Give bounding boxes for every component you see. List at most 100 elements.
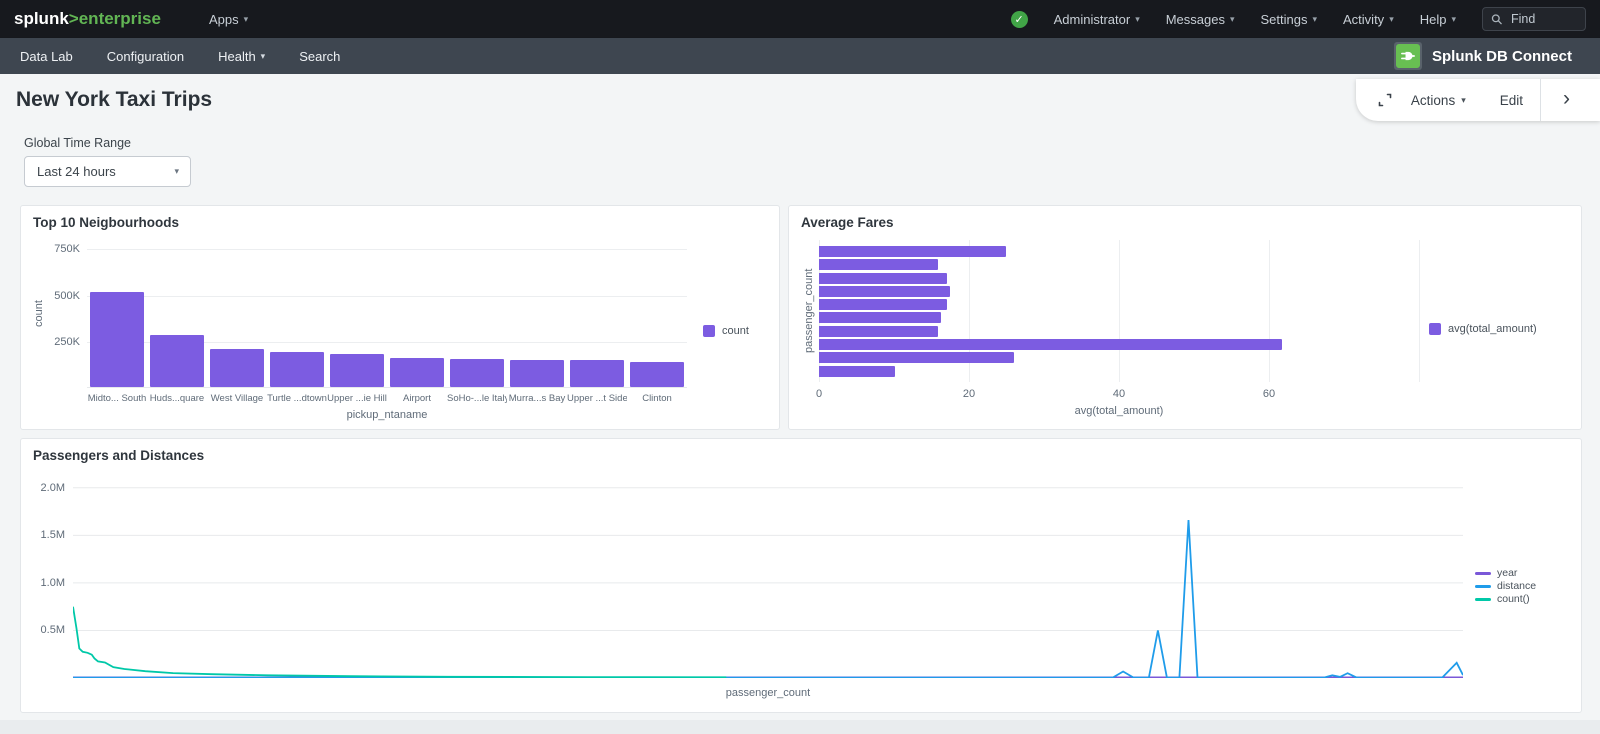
find-search-box[interactable] — [1482, 7, 1586, 31]
bar[interactable] — [270, 351, 324, 387]
panel-top10-neighbourhoods: Top 10 Neigbourhoods count 250K 500K 750K Mi… — [20, 205, 780, 430]
legend-item[interactable]: count — [703, 324, 749, 337]
bar[interactable] — [150, 335, 204, 387]
y-tick-label: 500K — [54, 289, 80, 302]
app-name-label[interactable]: Splunk DB Connect — [1431, 47, 1572, 65]
help-menu-label: Help — [1419, 11, 1447, 27]
bar[interactable] — [570, 360, 624, 387]
bar-chart-top10: count 250K 500K 750K Midto... South Huds...qu… — [31, 240, 769, 421]
panel-average-fares: Average Fares passenger_count 0 20 40 60 avg(… — [788, 205, 1582, 430]
bar[interactable] — [330, 353, 384, 387]
gridline — [87, 295, 687, 297]
fullscreen-icon[interactable] — [1376, 91, 1394, 109]
y-axis-label: count — [33, 300, 45, 328]
time-range-dropdown[interactable]: Last 24 hours ▾ — [24, 156, 191, 187]
nav-health[interactable]: Health ▾ — [218, 49, 265, 64]
bar[interactable] — [819, 365, 895, 377]
actions-button[interactable]: Actions ▾ — [1394, 79, 1483, 121]
bar[interactable] — [819, 246, 1006, 257]
plot-column: 0 20 40 60 avg(total_amount) — [816, 240, 1420, 417]
logo-splunk-text: splunk — [14, 9, 69, 28]
find-input[interactable] — [1509, 11, 1577, 27]
x-tick-label: 40 — [1112, 388, 1126, 400]
bar[interactable] — [819, 339, 1282, 351]
bars — [819, 246, 1419, 377]
edit-button[interactable]: Edit — [1483, 79, 1540, 121]
legend-item[interactable]: avg(total_amount) — [1429, 322, 1537, 335]
nav-configuration[interactable]: Configuration — [107, 49, 184, 64]
panel-passengers-distances: Passengers and Distances 0.5M 1.0M 1.5M 2.0… — [20, 438, 1582, 713]
x-tick-label: Airport — [403, 393, 431, 404]
settings-menu[interactable]: Settings ▾ — [1261, 12, 1318, 27]
administrator-menu[interactable]: Administrator ▾ — [1054, 12, 1140, 27]
bar[interactable] — [450, 358, 504, 387]
x-tick-label: West Village — [210, 393, 264, 404]
x-tick-label: 20 — [962, 388, 976, 400]
expand-panel-button[interactable]: › — [1541, 79, 1600, 121]
bar[interactable] — [819, 352, 1014, 364]
gridline — [969, 240, 970, 382]
apps-menu[interactable]: Apps ▾ — [209, 12, 248, 27]
time-range-label: Global Time Range — [24, 136, 132, 150]
line-plot — [72, 487, 1464, 679]
app-nav-bar: Data Lab Configuration Health ▾ Search S — [0, 38, 1600, 74]
messages-menu[interactable]: Messages ▾ — [1166, 12, 1235, 27]
administrator-menu-label: Administrator — [1053, 11, 1131, 27]
plot-area — [87, 240, 687, 388]
bar-chart-average-fares: passenger_count 0 20 40 60 avg(total_amount) a… — [799, 240, 1571, 417]
legend-item[interactable]: distance — [1475, 580, 1536, 592]
search-icon — [1491, 13, 1502, 24]
splunk-logo[interactable]: splunk >enterprise — [14, 9, 161, 29]
bar[interactable] — [390, 357, 444, 387]
legend-swatch — [1475, 571, 1491, 575]
bar[interactable] — [210, 349, 264, 387]
activity-menu[interactable]: Activity ▾ — [1343, 12, 1394, 27]
bar[interactable] — [819, 285, 950, 297]
nav-configuration-label: Configuration — [106, 48, 185, 64]
logo-enterprise-text: >enterprise — [68, 9, 161, 28]
nav-search-label: Search — [299, 48, 341, 64]
bar[interactable] — [819, 312, 941, 324]
messages-menu-label: Messages — [1165, 11, 1225, 27]
gridline — [87, 341, 687, 343]
bar[interactable] — [819, 259, 938, 271]
legend-item[interactable]: count() — [1475, 593, 1536, 605]
nav-health-label: Health — [218, 48, 256, 64]
bar[interactable] — [819, 299, 948, 311]
settings-menu-label: Settings — [1260, 11, 1308, 27]
plug-icon — [1395, 44, 1420, 68]
chevron-down-icon: ▾ — [243, 13, 249, 24]
panel-title: Passengers and Distances — [33, 448, 205, 463]
legend: year distance count() — [1475, 567, 1536, 605]
dashboard-grid: Top 10 Neigbourhoods count 250K 500K 750K Mi… — [20, 205, 1582, 713]
plot-column: Midto... South Huds...quare West Village Tu… — [87, 240, 687, 421]
bar[interactable] — [819, 272, 947, 284]
apps-menu-label: Apps — [208, 11, 239, 27]
nav-data-lab[interactable]: Data Lab — [20, 49, 73, 64]
gridline — [87, 249, 687, 251]
nav-search[interactable]: Search — [299, 49, 340, 64]
line-chart-passengers-distances: 0.5M 1.0M 1.5M 2.0M passenger_count year dista… — [31, 473, 1571, 699]
gridline — [1269, 240, 1270, 382]
health-status-check-icon[interactable]: ✓ — [1010, 10, 1028, 28]
bar[interactable] — [90, 291, 144, 387]
help-menu[interactable]: Help ▾ — [1420, 12, 1456, 27]
legend-swatch — [1475, 597, 1491, 601]
legend-label: year — [1497, 567, 1518, 579]
bar[interactable] — [819, 325, 938, 337]
series-count()[interactable] — [72, 606, 727, 679]
chevron-down-icon: ▾ — [174, 166, 179, 176]
series-distance[interactable] — [73, 520, 1464, 679]
chevron-down-icon: ▾ — [260, 50, 266, 61]
chevron-down-icon: ▾ — [1135, 13, 1140, 24]
legend-item[interactable]: year — [1475, 567, 1536, 579]
x-tick-label: SoHo-...le Italy — [447, 393, 507, 404]
legend-swatch — [1429, 322, 1441, 335]
actions-button-label: Actions — [1410, 92, 1456, 108]
x-axis: Midto... South Huds...quare West Village Tu… — [87, 388, 687, 404]
bar[interactable] — [630, 362, 684, 387]
bar[interactable] — [510, 359, 564, 387]
x-tick-label: Midto... South — [87, 393, 147, 404]
plot-area — [819, 240, 1420, 382]
dashboard-toolbar: Actions ▾ Edit › — [1355, 79, 1600, 121]
